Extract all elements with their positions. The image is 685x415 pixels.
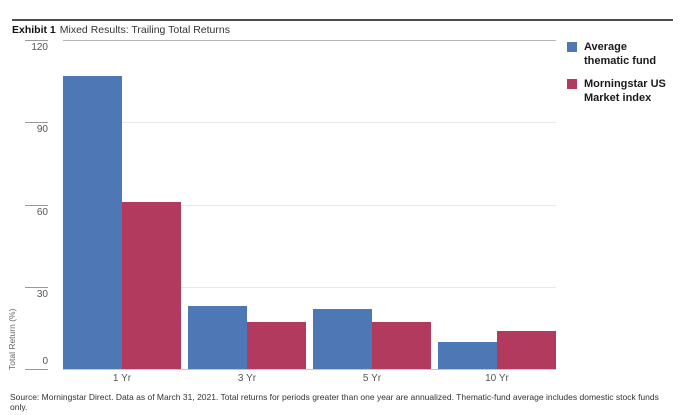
bar-average-thematic-fund-5-yr bbox=[313, 308, 372, 369]
legend-item-average-thematic-fund: Average thematic fund bbox=[567, 40, 675, 68]
x-tick-label-10-yr: 10 Yr bbox=[485, 373, 509, 384]
y-tick-mark-30 bbox=[25, 286, 48, 288]
bar-average-thematic-fund-1-yr bbox=[63, 75, 122, 369]
y-tick-label-0: 0 bbox=[42, 356, 48, 367]
source-note: Source: Morningstar Direct. Data as of M… bbox=[10, 392, 659, 412]
legend-label: Average thematic fund bbox=[584, 41, 657, 67]
x-tick-label-1-yr: 1 Yr bbox=[112, 373, 132, 384]
legend-swatch-icon bbox=[567, 42, 577, 52]
exhibit-label: Exhibit 1 bbox=[12, 24, 56, 36]
bar-average-thematic-fund-3-yr bbox=[188, 305, 247, 369]
bar-morningstar-us-market-index-1-yr bbox=[122, 201, 181, 369]
exhibit-title: Mixed Results: Trailing Total Returns bbox=[59, 24, 230, 36]
exhibit-header: Exhibit 1 Mixed Results: Trailing Total R… bbox=[12, 24, 230, 36]
x-tick-label-5-yr: 5 Yr bbox=[362, 373, 382, 384]
y-tick-mark-120 bbox=[25, 40, 48, 41]
y-tick-label-30: 30 bbox=[36, 288, 48, 300]
y-tick-label-120: 120 bbox=[31, 42, 48, 53]
legend-item-morningstar-us-market-index: Morningstar US Market index bbox=[567, 77, 675, 105]
bar-morningstar-us-market-index-10-yr bbox=[497, 330, 556, 369]
plot-area bbox=[63, 40, 556, 370]
gridline-60 bbox=[63, 204, 556, 206]
chart-legend: Average thematic fund Morningstar US Mark… bbox=[567, 40, 675, 114]
legend-swatch-icon bbox=[567, 79, 577, 89]
y-tick-mark-60 bbox=[25, 204, 48, 206]
y-axis-title: Total Return (%) bbox=[7, 308, 17, 370]
y-tick-mark-90 bbox=[25, 122, 48, 124]
gridline-120 bbox=[63, 40, 556, 41]
bar-average-thematic-fund-10-yr bbox=[438, 341, 497, 369]
bar-morningstar-us-market-index-5-yr bbox=[372, 322, 431, 369]
bar-morningstar-us-market-index-3-yr bbox=[247, 322, 306, 369]
y-tick-mark-0 bbox=[25, 369, 48, 370]
gridline-30 bbox=[63, 286, 556, 288]
top-rule-divider bbox=[12, 19, 673, 21]
gridline-90 bbox=[63, 122, 556, 124]
x-tick-label-3-yr: 3 Yr bbox=[237, 373, 257, 384]
y-tick-label-60: 60 bbox=[36, 206, 48, 218]
y-tick-label-90: 90 bbox=[36, 124, 48, 136]
legend-label: Morningstar US Market index bbox=[584, 78, 666, 104]
